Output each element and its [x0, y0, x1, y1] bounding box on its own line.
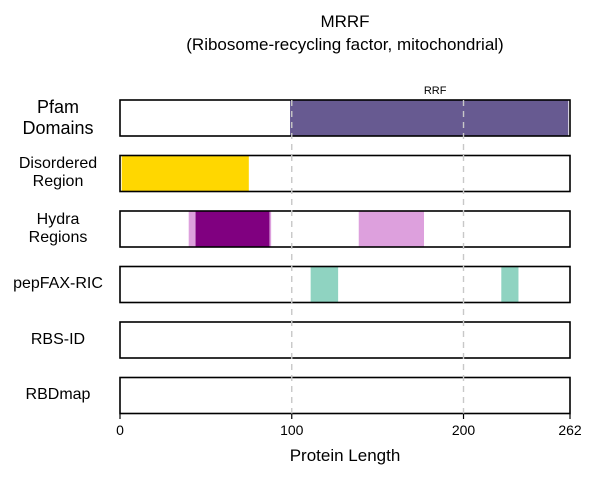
chart-subtitle: (Ribosome-recycling factor, mitochondria…: [186, 35, 504, 54]
track-2-segment-1: [195, 211, 270, 247]
x-tick-label: 262: [558, 422, 582, 438]
track-2: [119, 210, 571, 248]
x-tick-label: 200: [452, 422, 476, 438]
track-label: RBS-ID: [30, 330, 86, 348]
x-tick-label: 100: [280, 422, 304, 438]
track-label: Disordered Region: [18, 155, 98, 191]
track-2-frame: [119, 210, 571, 248]
chart-title: MRRF: [320, 12, 370, 31]
track-3-segment-1: [501, 266, 519, 303]
track-1-segment-0: [121, 155, 249, 192]
track-2-segment-2: [358, 211, 425, 247]
track-4-frame: [119, 321, 571, 359]
track-label: RBDmap: [25, 386, 91, 404]
track-3: [119, 265, 571, 304]
x-axis-label: Protein Length: [290, 446, 401, 465]
track-4: [119, 321, 571, 359]
x-tick-label: 0: [116, 422, 124, 438]
track-5-frame: [119, 376, 571, 415]
track-5: [119, 376, 571, 415]
track-1: [119, 154, 571, 193]
track-0-frame: [119, 99, 571, 137]
track-label: Hydra Regions: [28, 210, 88, 246]
track-1-frame: [119, 154, 571, 193]
track-0-segment-0: [290, 100, 569, 136]
track-0: [119, 99, 571, 137]
track-label: Pfam Domains: [22, 97, 94, 138]
segment-label: RRF: [424, 85, 447, 97]
track-3-frame: [119, 265, 571, 304]
track-3-segment-0: [310, 266, 339, 303]
track-label: pepFAX-RIC: [13, 275, 103, 293]
